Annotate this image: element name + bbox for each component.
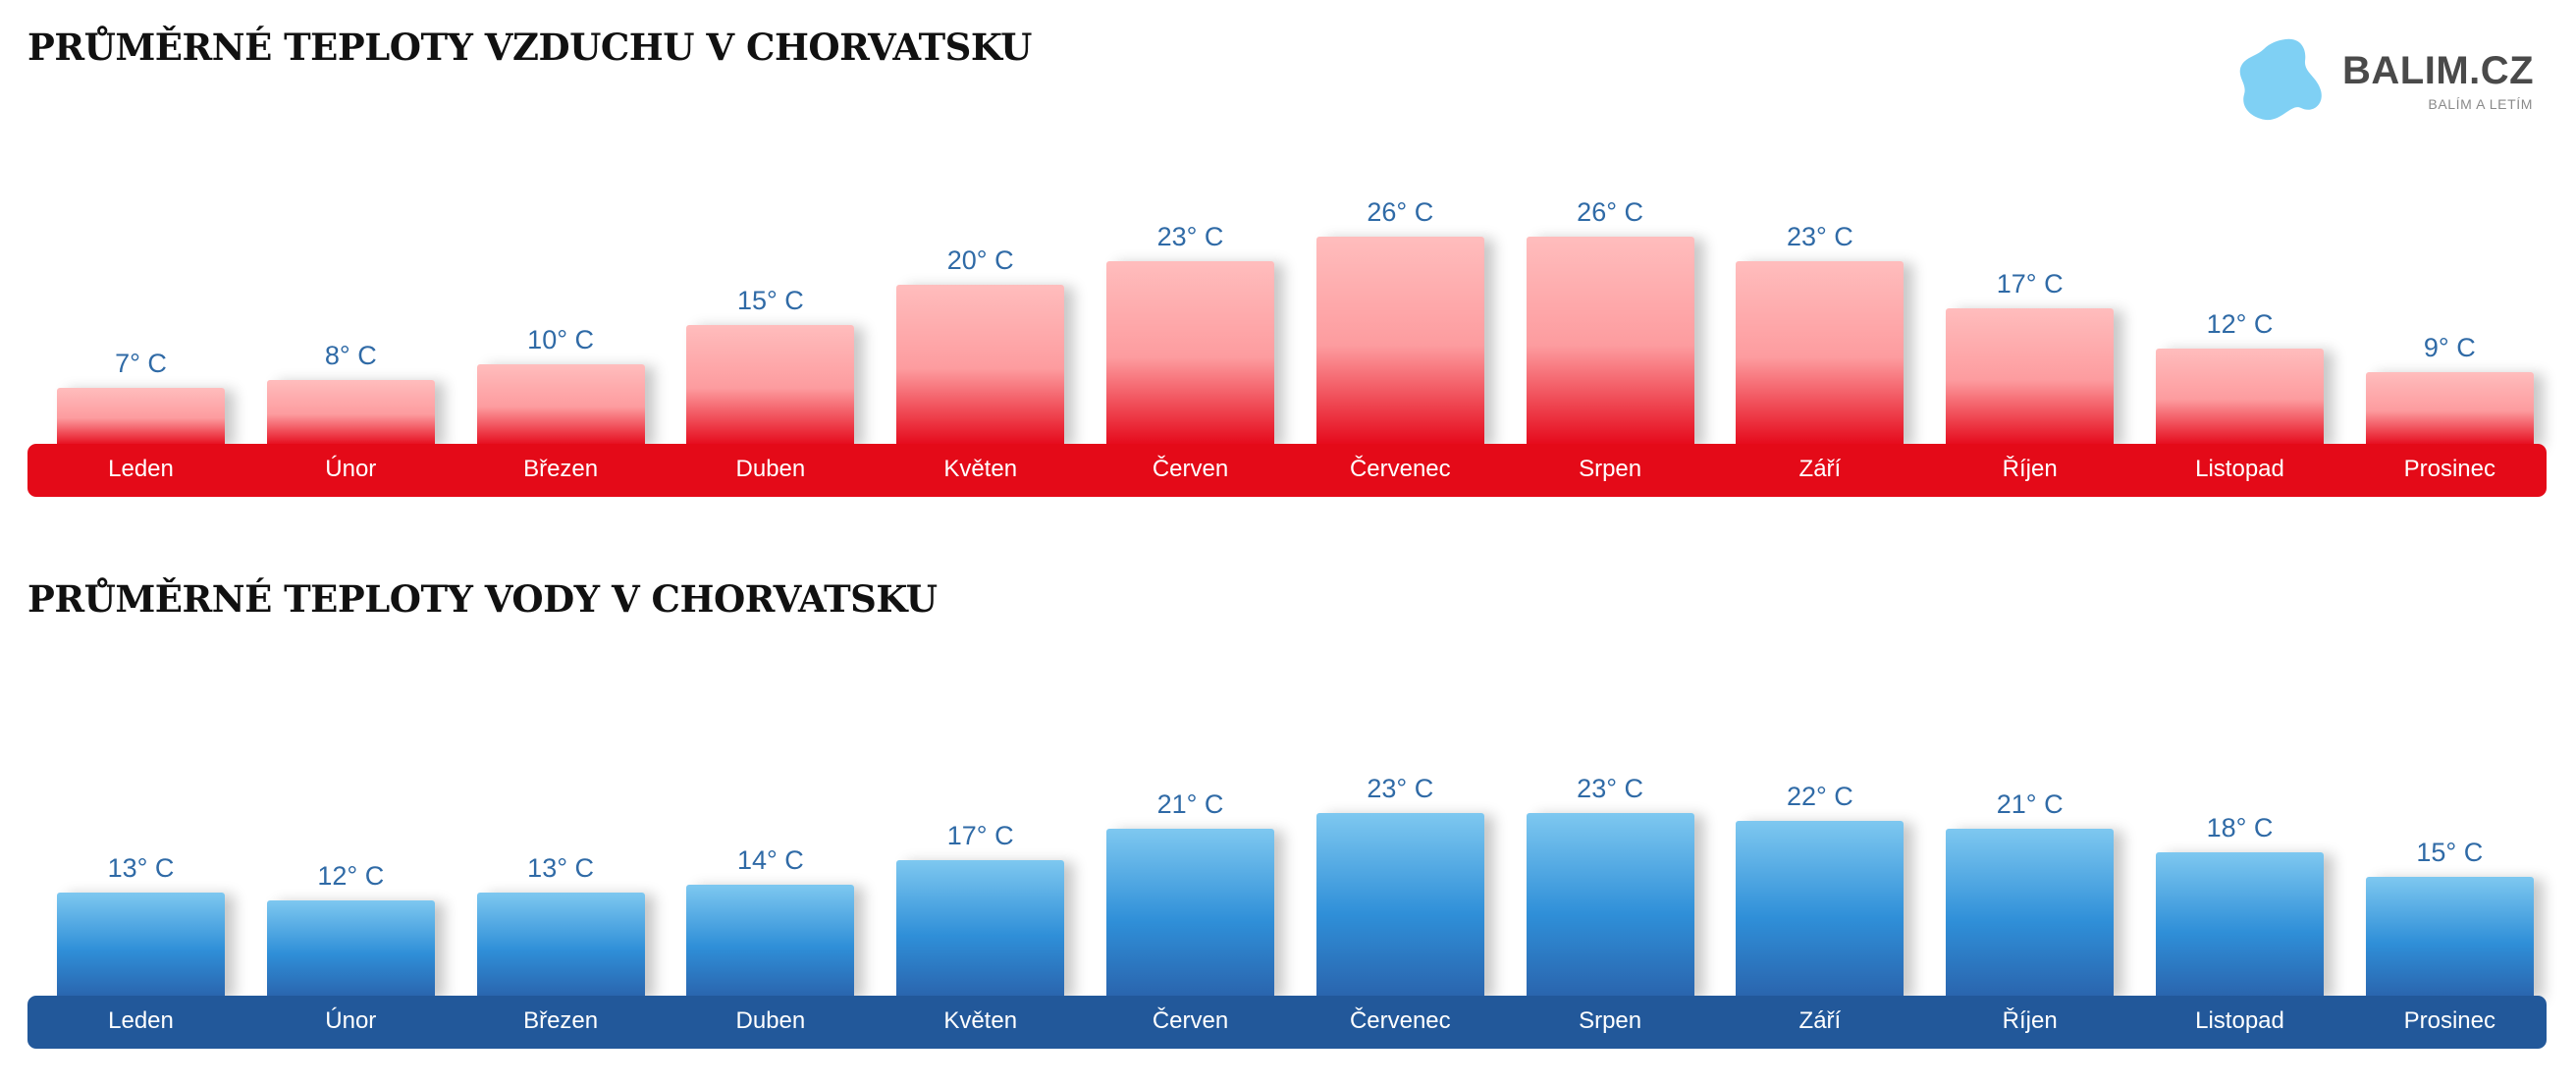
air-chart-title: PRŮMĚRNÉ TEPLOTY VZDUCHU V CHORVATSKU [27,26,1032,69]
water-bar-září [1736,820,1905,998]
air-value-label: 23° C [1156,221,1224,251]
water-value-label: 15° C [2416,837,2484,867]
air-bar-listopad [2156,348,2324,446]
water-bar-říjen [1946,828,2115,998]
air-bar-květen [896,285,1065,446]
water-month-label: Leden [108,1007,174,1034]
water-value-label: 21° C [1996,788,2064,819]
air-month-label: Září [1798,456,1842,482]
water-value-label: 23° C [1367,773,1434,803]
air-value-label: 17° C [1996,269,2064,299]
water-month-label: Listopad [2195,1007,2284,1034]
air-bar-prosinec [2365,372,2534,446]
water-bar-leden [57,892,225,998]
water-value-label: 23° C [1577,773,1644,803]
water-chart-title: PRŮMĚRNÉ TEPLOTY VODY V CHORVATSKU [27,577,938,621]
water-bar-březen [476,892,645,998]
droplet-logo-icon [2239,38,2322,121]
air-month-label: Leden [108,456,174,482]
air-month-band [27,444,2547,497]
water-bar-únor [266,899,435,998]
water-month-label: Září [1798,1007,1842,1034]
water-bar-srpen [1526,812,1694,998]
air-value-label: 9° C [2423,333,2476,363]
water-month-label: Prosinec [2403,1007,2496,1034]
air-value-label: 10° C [527,325,595,354]
water-value-label: 22° C [1786,781,1853,811]
water-month-label: Červen [1152,1007,1229,1034]
water-month-band [27,996,2547,1049]
water-bar-květen [896,860,1065,998]
water-value-label: 14° C [736,844,804,875]
air-month-label: Duben [735,456,806,482]
air-bar-srpen [1526,237,1694,446]
air-month-label: Srpen [1579,456,1642,482]
air-bar-březen [476,364,645,446]
water-month-label: Únor [325,1007,377,1034]
air-bar-duben [686,324,855,446]
water-month-label: Říjen [2002,1007,2058,1034]
water-bar-listopad [2156,852,2324,998]
air-value-label: 15° C [736,285,804,315]
logo-tagline: BALÍM A LETÍM [2428,96,2533,112]
water-month-label: Srpen [1579,1007,1642,1034]
water-bar-červenec [1315,812,1484,998]
air-month-label: Říjen [2002,456,2058,482]
air-bar-leden [57,388,225,446]
air-bar-září [1736,260,1905,446]
air-value-label: 7° C [115,349,167,379]
air-month-label: Listopad [2195,456,2284,482]
water-month-label: Březen [523,1007,599,1034]
water-month-label: Květen [943,1007,1018,1034]
water-bar-duben [686,884,855,998]
air-value-label: 12° C [2206,308,2274,339]
air-value-label: 23° C [1786,221,1853,251]
air-bar-červenec [1315,237,1484,446]
air-month-label: Prosinec [2403,456,2496,482]
air-month-label: Červenec [1349,456,1451,482]
logo-name: BALIM.CZ [2342,49,2535,92]
air-bar-únor [266,380,435,446]
water-value-label: 12° C [317,860,385,891]
air-value-label: 20° C [946,245,1014,275]
water-value-label: 13° C [527,852,595,883]
water-value-label: 21° C [1156,788,1224,819]
water-month-label: Červenec [1349,1007,1451,1034]
air-value-label: 8° C [324,341,377,371]
water-bar-červen [1106,828,1274,998]
air-value-label: 26° C [1367,197,1434,228]
air-month-label: Červen [1152,456,1229,482]
air-month-label: Únor [325,456,377,482]
water-value-label: 17° C [946,821,1014,851]
air-month-label: Březen [523,456,599,482]
water-value-label: 13° C [107,852,175,883]
water-value-label: 18° C [2206,813,2274,843]
air-month-label: Květen [943,456,1018,482]
water-bar-prosinec [2365,876,2534,998]
air-bar-červen [1106,260,1274,446]
air-bar-říjen [1946,308,2115,446]
air-value-label: 26° C [1577,197,1644,228]
balim-logo[interactable]: BALIM.CZ BALÍM A LETÍM [2234,33,2549,132]
water-month-label: Duben [735,1007,806,1034]
